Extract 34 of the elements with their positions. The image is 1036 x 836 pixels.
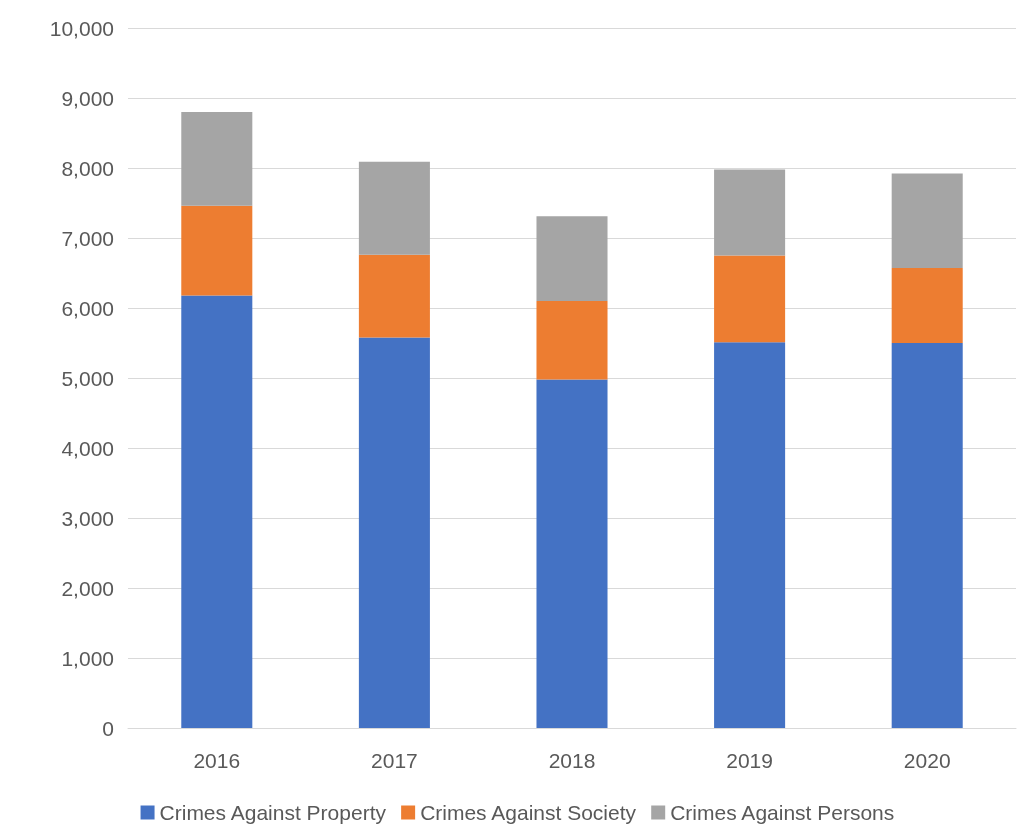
bar	[358, 337, 430, 728]
y-tick-label: 8,000	[61, 156, 114, 180]
bar	[714, 342, 786, 728]
x-tick-label: 2016	[193, 749, 241, 772]
y-tick-label: 6,000	[61, 296, 114, 320]
bar	[181, 205, 253, 296]
y-tick-label: 5,000	[61, 366, 114, 390]
bar	[181, 112, 253, 206]
bar	[181, 295, 253, 728]
y-tick-label: 10,000	[49, 16, 114, 40]
y-tick-label: 3,000	[61, 506, 114, 530]
legend-label: Crimes Against Persons	[670, 801, 895, 824]
bar	[891, 268, 963, 343]
bar	[891, 343, 963, 728]
y-tick-label: 2,000	[61, 576, 114, 600]
bar	[891, 173, 963, 269]
bar	[536, 216, 608, 301]
x-tick-label: 2019	[726, 749, 773, 772]
y-tick-label: 7,000	[61, 226, 114, 250]
x-tick-label: 2017	[371, 749, 418, 772]
x-tick-label: 2018	[548, 749, 596, 772]
bar	[358, 254, 430, 338]
y-tick-label: 4,000	[61, 436, 114, 460]
bar	[714, 255, 786, 343]
y-tick-label: 0	[102, 716, 114, 740]
bar	[358, 161, 430, 255]
bar	[714, 169, 786, 256]
bar	[536, 301, 608, 380]
legend-label: Crimes Against Property	[159, 801, 387, 824]
y-tick-label: 9,000	[61, 86, 114, 110]
bar	[536, 379, 608, 728]
y-tick-label: 1,000	[61, 646, 114, 670]
legend-label: Crimes Against Society	[420, 801, 637, 824]
x-tick-label: 2020	[903, 749, 951, 772]
